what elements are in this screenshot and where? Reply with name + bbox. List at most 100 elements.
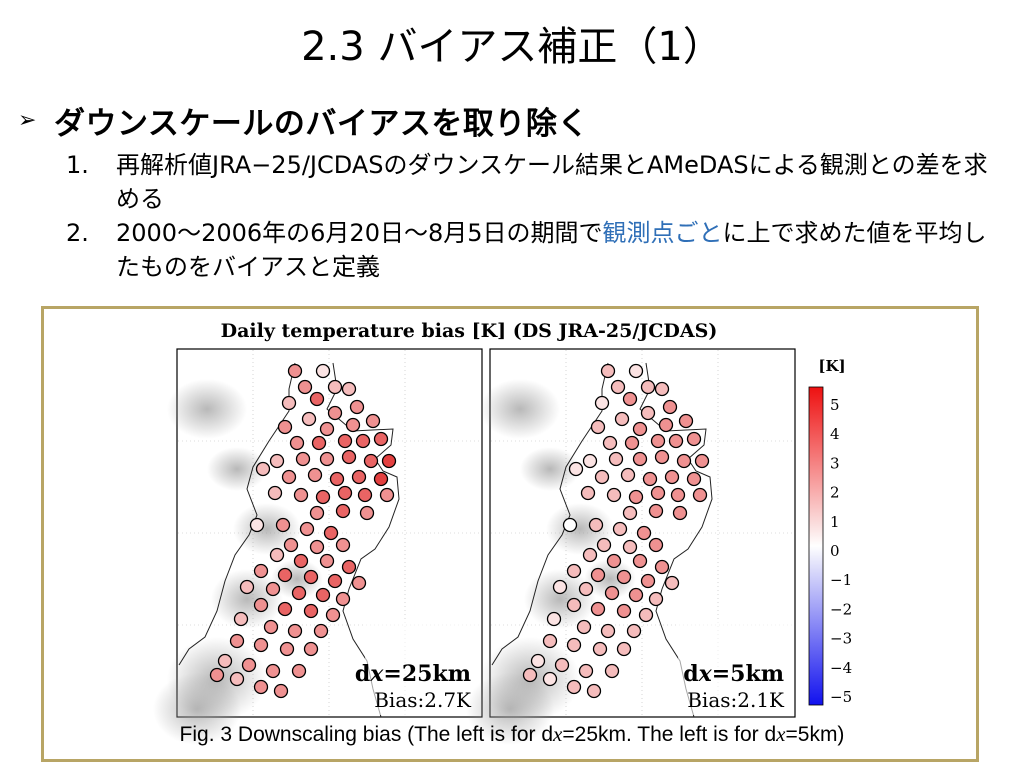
station-marker [686, 431, 702, 447]
item-text: 2000～2006年の6月20日～8月5日の期間で観測点ごとに上で求めた値を平均… [116, 216, 1006, 284]
station-marker [355, 433, 371, 449]
station-marker [281, 469, 297, 485]
station-marker [341, 381, 357, 397]
station-marker [622, 505, 638, 521]
station-marker [233, 611, 249, 627]
station-marker [265, 581, 281, 597]
station-marker [313, 623, 329, 639]
station-marker [668, 433, 684, 449]
station-marker [590, 601, 606, 617]
station-marker [337, 485, 353, 501]
station-marker [335, 591, 351, 607]
station-marker [217, 653, 233, 669]
station-marker [616, 603, 632, 619]
station-marker [315, 489, 331, 505]
station-marker [594, 395, 610, 411]
station-marker [303, 641, 319, 657]
colorbar-tick-label: −3 [830, 630, 852, 648]
station-marker [291, 663, 307, 679]
station-marker [277, 419, 293, 435]
colorbar-tick-label: −4 [830, 659, 852, 677]
station-marker [297, 379, 313, 395]
colorbar-gradient [808, 386, 824, 706]
station-marker [277, 601, 293, 617]
station-marker [610, 379, 626, 395]
station-marker [253, 597, 269, 613]
station-marker [281, 395, 297, 411]
figure-title: Daily temperature bias [K] (DS JRA-25/JC… [221, 320, 718, 342]
station-marker [692, 487, 708, 503]
station-marker [624, 435, 640, 451]
station-marker [323, 525, 339, 541]
station-marker [303, 603, 319, 619]
station-marker [626, 623, 642, 639]
station-marker [241, 657, 257, 673]
station-marker [239, 579, 255, 595]
station-marker [638, 607, 654, 623]
station-marker [303, 569, 319, 585]
colorbar-tick-label: −5 [830, 688, 852, 706]
station-marker [275, 517, 291, 533]
station-marker [642, 471, 658, 487]
station-marker [379, 487, 395, 503]
item-number: 2. [66, 219, 89, 247]
station-marker [664, 469, 680, 485]
station-marker [694, 453, 710, 469]
station-marker [351, 469, 367, 485]
station-marker [658, 417, 674, 433]
station-marker [628, 489, 644, 505]
label-backdrop [678, 621, 792, 715]
station-marker [590, 419, 606, 435]
station-marker [381, 453, 397, 469]
station-marker [562, 517, 578, 533]
station-marker [329, 471, 345, 487]
station-marker [309, 539, 325, 555]
terrain-shading [211, 569, 283, 629]
station-marker [530, 653, 546, 669]
station-marker [363, 453, 379, 469]
item-text-after: に上で求めた値を平均したものをバイアスと定義 [116, 219, 987, 281]
station-marker [289, 435, 305, 451]
station-marker [602, 435, 618, 451]
station-marker [662, 399, 678, 415]
colorbar-tick-label: 1 [830, 513, 840, 531]
dx-label: dx=25km [355, 661, 471, 687]
colorbar-tick-label: 5 [830, 396, 840, 414]
item-number: 1. [66, 151, 89, 179]
station-marker [654, 381, 670, 397]
station-marker [650, 485, 666, 501]
station-marker [273, 683, 289, 699]
station-marker [319, 421, 335, 437]
station-marker [566, 637, 582, 653]
station-marker [648, 503, 664, 519]
map-panel-right [466, 348, 796, 745]
station-marker [636, 525, 652, 541]
station-marker [608, 451, 624, 467]
station-marker [664, 575, 680, 591]
terrain-shading [233, 503, 301, 555]
numbered-list: 1. 再解析値JRA−25/JCDASのダウンスケール結果とAMeDASによる観… [66, 148, 1006, 284]
station-marker [293, 487, 309, 503]
station-marker [592, 641, 608, 657]
station-marker [279, 641, 295, 657]
main-bullet-text: ダウンスケールのバイアスを取り除く [54, 105, 589, 142]
panel-labels-right: dx=5km Bias:2.1K [683, 661, 785, 712]
station-marker [277, 567, 293, 583]
station-marker [269, 547, 285, 563]
station-marker [606, 487, 622, 503]
station-marker [249, 517, 265, 533]
station-marker [325, 607, 341, 623]
station-marker [622, 391, 638, 407]
station-marker [357, 487, 373, 503]
bias-label: Bias:2.1K [687, 688, 785, 712]
station-marker [351, 575, 367, 591]
station-marker [600, 363, 616, 379]
station-marker [586, 683, 602, 699]
station-marker [580, 485, 596, 501]
station-marker [582, 453, 598, 469]
station-marker [678, 413, 694, 429]
dx-label: dx=5km [683, 661, 784, 687]
map-panel-left [153, 348, 483, 745]
station-marker [337, 433, 353, 449]
station-marker [267, 485, 283, 501]
